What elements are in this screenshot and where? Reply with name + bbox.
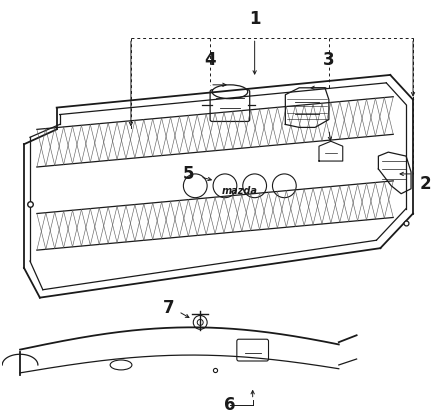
Text: 3: 3	[323, 51, 335, 69]
Ellipse shape	[212, 85, 248, 99]
Text: 5: 5	[183, 165, 194, 183]
Text: 6: 6	[224, 396, 236, 414]
FancyBboxPatch shape	[237, 339, 268, 361]
Text: 2: 2	[420, 175, 432, 193]
Text: mazda: mazda	[222, 186, 258, 196]
Text: 4: 4	[204, 51, 216, 69]
FancyBboxPatch shape	[210, 90, 250, 121]
Ellipse shape	[110, 360, 132, 370]
Text: 1: 1	[249, 10, 260, 27]
Text: 7: 7	[163, 299, 174, 317]
